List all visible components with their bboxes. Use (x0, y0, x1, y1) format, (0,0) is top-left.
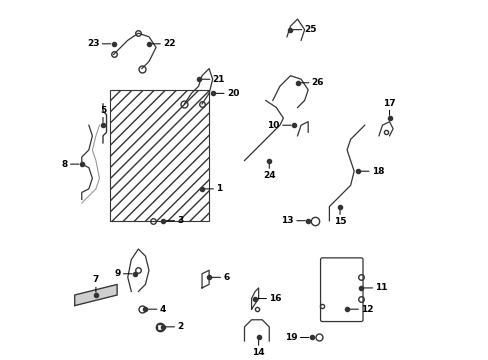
Text: 2: 2 (177, 322, 183, 331)
Text: 23: 23 (87, 39, 99, 48)
Text: 20: 20 (226, 89, 239, 98)
Text: 15: 15 (333, 217, 346, 226)
Text: 17: 17 (383, 99, 395, 108)
Text: 11: 11 (375, 283, 387, 292)
Text: 8: 8 (61, 159, 67, 168)
Text: 19: 19 (285, 333, 297, 342)
Text: 1: 1 (216, 184, 222, 193)
Text: 13: 13 (281, 216, 293, 225)
Text: 21: 21 (212, 75, 224, 84)
Text: 4: 4 (159, 305, 165, 314)
Text: 14: 14 (252, 348, 264, 357)
Text: 5: 5 (100, 105, 106, 114)
Text: 7: 7 (93, 275, 99, 284)
Text: 9: 9 (114, 269, 121, 278)
Text: 3: 3 (177, 216, 183, 225)
Text: 26: 26 (311, 78, 324, 87)
Polygon shape (75, 284, 117, 306)
Text: 6: 6 (223, 273, 229, 282)
Text: 25: 25 (304, 25, 317, 34)
Text: 12: 12 (361, 305, 373, 314)
Text: 16: 16 (269, 294, 281, 303)
Text: 10: 10 (267, 121, 279, 130)
Text: 24: 24 (263, 171, 275, 180)
Text: 22: 22 (163, 39, 175, 48)
Text: 18: 18 (371, 167, 384, 176)
